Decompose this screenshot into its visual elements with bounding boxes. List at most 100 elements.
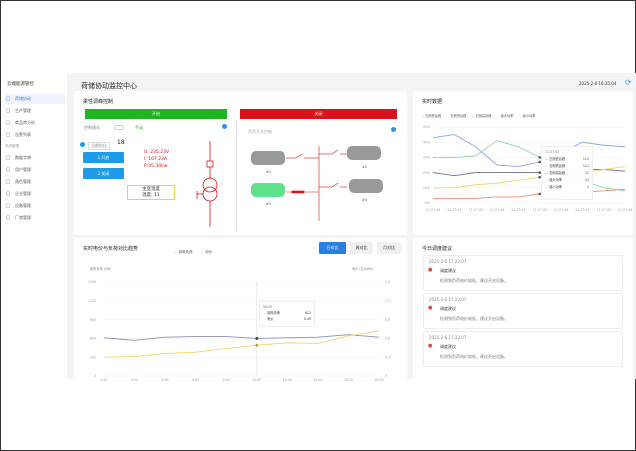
y-tick-label-left: 0 [94, 374, 96, 378]
x-tick-label: 11:27:43 [447, 208, 461, 212]
divider [236, 121, 237, 231]
gear-label: 当前档位 [88, 142, 110, 150]
mode-value: 手动 [135, 125, 143, 130]
open-button[interactable]: 开启 [85, 109, 227, 119]
legend-item[interactable]: — 电价 [200, 250, 213, 254]
tab-month[interactable]: 月对比 [377, 242, 401, 254]
series-line [433, 140, 626, 192]
control-panel: 柔性调峰控制 开启 关闭 控制模式 手动 当前档位 18 1 开启 2 关闭 U… [74, 91, 407, 235]
right-axis-unit: 电价 (元/kWh) [352, 267, 374, 271]
x-tick-label: 0:00 [100, 378, 107, 382]
trend-legend: — 用电负荷 — 电价 [174, 250, 212, 255]
role-icon: ▢ [5, 179, 11, 185]
app: 云端能源管控 ▢ 荷储协动 ▢ 生产管理 ▢ 商品库分析 ▢ 告警列表 系统管理 ▢ 数据字典 ▢ 用户… [1, 73, 636, 382]
switch-lines-icon [286, 146, 347, 221]
mode-label: 控制模式 [84, 125, 100, 130]
y-tick-label: 20% [423, 171, 430, 175]
switch-label: 负荷开关控制 [248, 129, 272, 134]
voltage: U: 235.23V [144, 150, 170, 155]
tank-3[interactable] [251, 183, 285, 197]
timestamp: 2025-2-6 16:35:04 [579, 81, 617, 86]
tooltip-time: 11:27:43 [545, 150, 560, 154]
sidebar-item[interactable]: ▢ 用户管理 [5, 167, 31, 173]
tank-label: #3 [266, 202, 272, 206]
series-line [432, 134, 626, 167]
temp-title: 主变温度 [142, 187, 160, 192]
advice-card[interactable]: 2025-2-6 17:23:07 ● 调度建议 检测到负荷电价较低，建议开启设备。 [423, 331, 623, 367]
y-tick-label-left: 1500 [88, 280, 96, 284]
data-point [538, 192, 541, 196]
x-tick-label: 2:00 [131, 378, 138, 382]
sidebar-item[interactable]: ▢ 商品库分析 [5, 120, 35, 126]
tab-week[interactable]: 周对比 [350, 242, 373, 254]
alert-icon: ● [428, 267, 433, 273]
x-tick-label: 11:27:43 [618, 208, 632, 212]
trend-title: 实时电价与负荷对比趋势 [83, 246, 139, 252]
sidebar-item[interactable]: ▢ 荷储协动 [5, 94, 65, 104]
y-tick-label: 10% [423, 186, 430, 190]
trend-tooltip: 06:00 — 用电负荷 612 — 电价 0.49 [259, 301, 315, 327]
mode-toggle[interactable] [114, 125, 124, 130]
control-title: 柔性调峰控制 [83, 99, 114, 105]
y-tick-label-right: 0.6 [385, 337, 390, 341]
series-line [103, 334, 380, 341]
series-line [103, 330, 380, 358]
x-tick-label: 14:00 [313, 378, 322, 382]
legend-item[interactable]: — 右侧低谷峰 [446, 114, 467, 118]
y-tick-label-left: 1200 [88, 299, 96, 303]
book-icon: ▢ [5, 155, 11, 161]
sidebar-item[interactable]: ▢ 角色管理 [5, 179, 31, 185]
y-tick-label: 50% [423, 125, 430, 129]
y-tick-label-right: 0 [385, 374, 387, 378]
info-icon[interactable] [222, 124, 227, 129]
close-button[interactable]: 关闭 [240, 109, 397, 119]
y-tick-label: 40% [423, 140, 430, 144]
tank-2[interactable] [347, 146, 381, 160]
data-point [255, 343, 259, 347]
realtime-chart: 0%10%20%30%40%50%11:27:43 11:27:43 11:27:4… [423, 125, 632, 212]
temp-value: 温度: 11 [142, 193, 160, 198]
data-point [538, 156, 541, 159]
sidebar-item[interactable]: ▢ 生产管理 [5, 108, 31, 114]
x-tick-label: 11:27:43 [575, 208, 589, 212]
x-tick-label: 12:00 [283, 378, 292, 382]
legend-item[interactable]: — 最大功率 [496, 114, 514, 118]
tank-4[interactable] [349, 179, 383, 193]
x-tick-label: 8:00 [223, 378, 230, 382]
sidebar-item[interactable]: ▢ 厂商管理 [5, 215, 31, 221]
data-point [538, 175, 541, 179]
legend-item[interactable]: — 右侧高谷峰 [471, 114, 492, 118]
power: P:45.34kw [144, 164, 168, 169]
bell-icon: ▢ [5, 132, 11, 138]
data-point [538, 171, 541, 174]
sidebar-item[interactable]: ▢ 设备管理 [5, 203, 31, 209]
legend-item[interactable]: — 用电负荷 [174, 250, 193, 254]
tooltip-row: — 右侧高谷峰 11 [545, 171, 589, 175]
x-tick-label: 11:27:43 [533, 208, 547, 212]
tank-label: #4 [362, 198, 368, 202]
series-line [433, 166, 626, 189]
advice-card[interactable]: 2025-2-6 17:23:07 ● 调度建议 检测到负荷电价较低，建议开启设备。 [423, 293, 623, 329]
series-line [433, 188, 626, 199]
legend-item[interactable]: — 左侧低谷峰 [421, 114, 442, 118]
settings-icon[interactable] [391, 127, 396, 132]
left-axis-unit: 用电负荷 (kW) [90, 267, 112, 271]
advice-card[interactable]: 2025-2-6 17:23:07 ● 调度建议 检测到负荷电价较低，建议开启设备。 [423, 255, 623, 291]
gear-radio[interactable] [80, 142, 85, 147]
data-point [538, 160, 541, 164]
tab-day[interactable]: 日对比 [319, 242, 346, 254]
trend-chart: 0 0 300 0.3 600 0.6 900 0.9 1200 1.2 1500 1.5 0:00 2:… [88, 280, 390, 382]
gear-close-button[interactable]: 2 关闭 [83, 168, 124, 179]
x-tick-label: 11:27:43 [490, 208, 504, 212]
tank-1[interactable] [251, 151, 285, 165]
device-icon: ▢ [5, 203, 11, 209]
sidebar-item[interactable]: ▢ 数据字典 [5, 155, 31, 161]
sidebar-item[interactable]: ▢ 告警列表 [5, 132, 31, 138]
legend-item[interactable]: — 最小功率 [518, 114, 536, 118]
user-icon: ▢ [5, 167, 11, 173]
gear-open-button[interactable]: 1 开启 [83, 152, 124, 163]
transformer-diagram-icon [196, 141, 218, 227]
y-tick-label: 30% [423, 156, 430, 160]
refresh-icon[interactable]: ⟳ [625, 78, 632, 87]
sidebar-item[interactable]: ▢ 企业管理 [5, 191, 31, 197]
